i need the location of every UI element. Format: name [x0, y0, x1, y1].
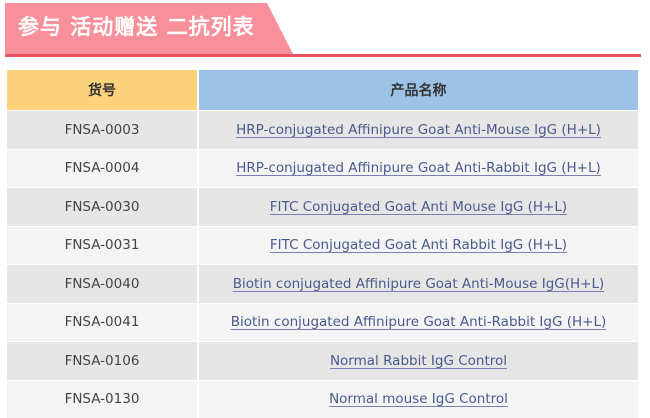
- product-name-cell: HRP-conjugated Affinipure Goat Anti-Rabb…: [197, 148, 638, 188]
- header-product-name: 产品名称: [197, 70, 638, 111]
- product-code: FNSA-0030: [7, 187, 198, 226]
- product-link[interactable]: Normal mouse IgG Control: [329, 391, 508, 408]
- product-name-cell: Biotin conjugated Affinipure Goat Anti-R…: [197, 302, 638, 342]
- product-link[interactable]: Biotin conjugated Affinipure Goat Anti-R…: [230, 314, 607, 331]
- table-row: FNSA-0004 HRP-conjugated Affinipure Goat …: [7, 148, 638, 188]
- table-row: FNSA-0130 Normal mouse IgG Control: [7, 379, 638, 418]
- product-code: FNSA-0106: [7, 341, 198, 380]
- table-row: FNSA-0003 HRP-conjugated Affinipure Goat …: [7, 110, 638, 149]
- header-code: 货号: [7, 70, 198, 111]
- product-name-cell: FITC Conjugated Goat Anti Mouse IgG (H+L…: [197, 187, 638, 226]
- product-code: FNSA-0041: [7, 302, 198, 342]
- antibody-table: 货号 产品名称 FNSA-0003 HRP-conjugated Affinipu…: [7, 70, 638, 418]
- product-code: FNSA-0003: [7, 110, 198, 149]
- title-banner: [5, 3, 293, 54]
- product-link[interactable]: Normal Rabbit IgG Control: [329, 352, 508, 369]
- product-code: FNSA-0040: [7, 264, 198, 303]
- banner-title: 参与 活动赠送 二抗列表: [18, 15, 255, 39]
- product-code: FNSA-0130: [7, 379, 198, 418]
- product-link[interactable]: FITC Conjugated Goat Anti Rabbit IgG (H+…: [269, 237, 568, 254]
- product-name-cell: HRP-conjugated Affinipure Goat Anti-Mous…: [197, 110, 638, 149]
- product-link[interactable]: HRP-conjugated Affinipure Goat Anti-Mous…: [236, 121, 601, 138]
- product-name-cell: FITC Conjugated Goat Anti Rabbit IgG (H+…: [197, 225, 638, 265]
- table-row: FNSA-0031 FITC Conjugated Goat Anti Rabbi…: [7, 225, 638, 265]
- product-name-cell: Biotin conjugated Affinipure Goat Anti-M…: [197, 264, 638, 303]
- product-name-cell: Normal mouse IgG Control: [197, 379, 638, 418]
- table-row: FNSA-0030 FITC Conjugated Goat Anti Mouse…: [7, 187, 638, 226]
- table-row: FNSA-0040 Biotin conjugated Affinipure Go…: [7, 264, 638, 303]
- product-link[interactable]: Biotin conjugated Affinipure Goat Anti-M…: [232, 275, 605, 292]
- product-name-cell: Normal Rabbit IgG Control: [197, 341, 638, 380]
- product-code: FNSA-0004: [7, 148, 198, 188]
- banner-divider: [5, 54, 641, 57]
- product-code: FNSA-0031: [7, 225, 198, 265]
- table-row: FNSA-0041 Biotin conjugated Affinipure Go…: [7, 302, 638, 342]
- product-link[interactable]: HRP-conjugated Affinipure Goat Anti-Rabb…: [236, 160, 601, 177]
- product-link[interactable]: FITC Conjugated Goat Anti Mouse IgG (H+L…: [269, 198, 568, 215]
- table-row: FNSA-0106 Normal Rabbit IgG Control: [7, 341, 638, 380]
